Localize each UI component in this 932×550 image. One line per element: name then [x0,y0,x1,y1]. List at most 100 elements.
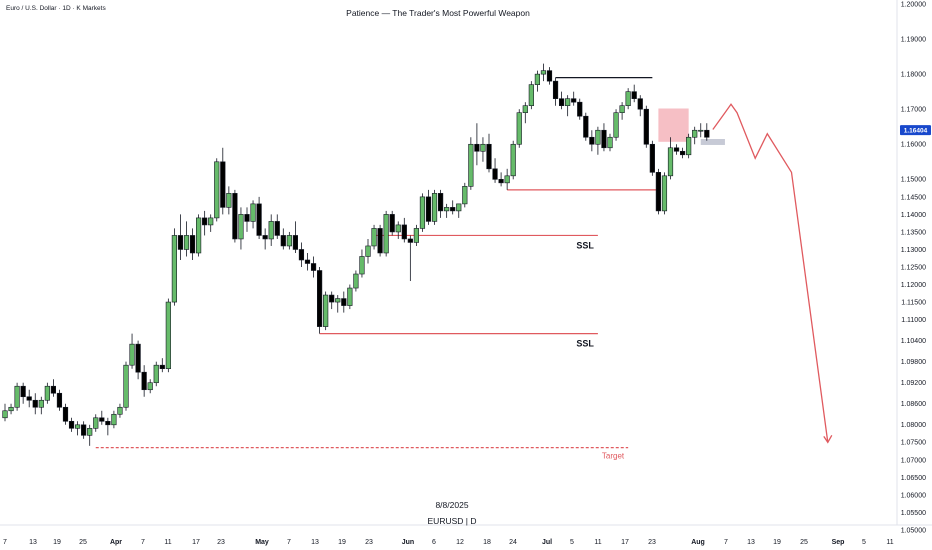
bullish-candle [522,105,528,114]
bearish-candle [589,136,595,145]
bearish-candle [99,417,105,422]
time-axis[interactable]: 7 13 19 25 Apr 7 11 17 23 May 7 13 19 23 Jun 6 12 18 24 Jul… [3,539,894,546]
time-tick-label: 7 [3,539,7,546]
bullish-candle [516,112,522,145]
bullish-candle [250,203,256,222]
bearish-candle [655,172,661,212]
projection-path [712,103,829,443]
small-zone [700,139,725,145]
bullish-candle [183,235,190,250]
bearish-candle [81,424,87,436]
time-tick-label: Jul [542,539,552,546]
price-tick-label: 1.09800 [901,359,926,366]
time-tick-label: 18 [483,539,491,546]
watermark-ticker: EURUSD | D [428,516,477,526]
price-tick-label: 1.11000 [901,317,926,324]
bullish-candle [413,228,420,243]
watermark-date: 8/8/2025 [435,500,468,510]
bullish-candle [129,343,135,366]
bullish-candle [347,287,353,306]
bearish-candle [486,143,492,170]
bullish-candle [165,301,171,369]
price-tick-label: 1.12000 [901,282,926,289]
bullish-candle [123,364,129,408]
bullish-candle [625,91,631,106]
bearish-candle [189,235,196,254]
bullish-candle [238,214,244,240]
time-tick-label: 17 [621,539,629,546]
price-tick-label: 1.07000 [901,457,926,464]
time-tick-label: 11 [594,539,601,546]
bearish-candle [643,108,649,145]
bearish-candle [177,235,184,250]
bearish-candle [262,235,268,240]
bearish-candle [50,385,56,394]
levels-layer: SSL SSL Target [95,77,659,461]
bullish-candle [431,193,438,222]
bearish-candle [673,147,680,152]
bearish-candle [407,238,413,243]
chart-title: Patience — The Trader's Most Powerful We… [346,8,530,18]
time-tick-label: 6 [432,539,436,546]
bearish-candle [135,343,141,373]
bullish-candle [444,207,450,212]
bullish-candle [504,175,510,184]
time-tick-label: 12 [456,539,464,546]
price-tick-label: 1.19000 [901,36,926,43]
bullish-candle [93,417,99,429]
time-tick-label: 13 [311,539,319,546]
time-tick-label: 11 [886,539,893,546]
fvg-zone [658,108,689,142]
bearish-candle [244,214,250,222]
price-tick-label: 1.16000 [901,142,926,149]
bearish-candle [498,179,504,184]
bullish-candle [171,235,178,303]
time-tick-label: Apr [110,539,122,546]
bearish-candle [292,235,299,250]
bullish-candle [323,294,329,327]
bullish-candle [468,143,474,187]
time-tick-label: 7 [724,539,728,546]
time-tick-label: 24 [509,539,517,546]
bullish-candle [510,143,516,177]
bearish-candle [389,214,395,233]
bullish-candle [540,70,547,75]
bearish-candle [202,217,208,226]
price-axis[interactable]: 1.20000 1.19000 1.18000 1.17000 1.16000 1.150… [900,1,931,534]
symbol-description: Euro / U.S. Dollar · 1D · K Markets [6,5,106,12]
price-tick-label: 1.12500 [901,264,926,271]
time-tick-label: Jun [402,539,414,546]
bullish-candle [595,129,601,145]
bearish-candle [329,294,335,303]
bearish-candle [105,420,111,426]
bearish-candle [637,98,643,110]
price-tick-label: 1.13500 [901,229,926,236]
bullish-candle [692,129,698,138]
time-tick-label: 19 [53,539,61,546]
bullish-candle [226,193,232,208]
projection-layer [712,103,833,444]
bearish-candle [68,420,75,429]
bullish-candle [534,73,540,85]
bearish-candle [274,221,280,236]
bullish-candle [619,105,625,114]
price-tick-label: 1.05500 [901,510,926,517]
bearish-candle [26,396,32,401]
time-tick-label: May [255,539,269,546]
bearish-candle [679,150,686,156]
price-tick-label: 1.14000 [901,212,926,219]
price-tick-label: 1.08000 [901,422,926,429]
current-price-label: 1.16404 [904,128,928,135]
projection-arrow-head [823,435,833,444]
bullish-candle [365,245,371,257]
price-tick-label: 1.06000 [901,492,926,499]
bullish-candle [371,228,377,247]
bullish-candle [87,428,93,436]
bearish-candle [56,392,63,408]
level-label: Target [602,452,625,461]
bearish-candle [601,129,607,149]
time-tick-label: 19 [773,539,781,546]
bearish-candle [437,193,444,212]
